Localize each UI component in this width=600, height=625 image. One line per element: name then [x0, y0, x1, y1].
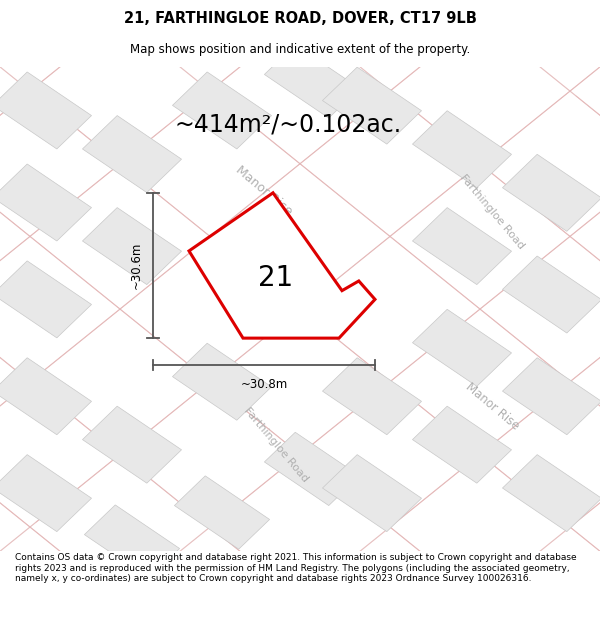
Polygon shape: [502, 454, 600, 532]
Text: Contains OS data © Crown copyright and database right 2021. This information is : Contains OS data © Crown copyright and d…: [15, 553, 577, 583]
Polygon shape: [502, 154, 600, 231]
Polygon shape: [0, 164, 92, 241]
Text: Farthingloe Road: Farthingloe Road: [242, 406, 310, 484]
Text: Map shows position and indicative extent of the property.: Map shows position and indicative extent…: [130, 42, 470, 56]
Polygon shape: [412, 208, 512, 284]
Polygon shape: [412, 406, 512, 483]
Text: 21, FARTHINGLOE ROAD, DOVER, CT17 9LB: 21, FARTHINGLOE ROAD, DOVER, CT17 9LB: [124, 11, 476, 26]
Polygon shape: [172, 343, 272, 420]
Polygon shape: [85, 505, 179, 578]
Polygon shape: [0, 454, 92, 532]
Polygon shape: [322, 357, 422, 435]
Polygon shape: [502, 256, 600, 333]
Polygon shape: [82, 116, 182, 192]
Polygon shape: [322, 67, 422, 144]
Polygon shape: [82, 208, 182, 284]
Polygon shape: [232, 261, 332, 338]
Polygon shape: [189, 192, 375, 338]
Text: ~30.8m: ~30.8m: [241, 378, 287, 391]
Polygon shape: [265, 432, 359, 506]
Text: Manor Rise: Manor Rise: [233, 163, 295, 217]
Polygon shape: [0, 261, 92, 338]
Polygon shape: [0, 72, 92, 149]
Text: 21: 21: [259, 264, 293, 292]
Polygon shape: [502, 357, 600, 435]
Text: ~414m²/~0.102ac.: ~414m²/~0.102ac.: [175, 113, 401, 137]
Polygon shape: [175, 476, 269, 549]
Polygon shape: [412, 111, 512, 188]
Polygon shape: [82, 406, 182, 483]
Polygon shape: [265, 45, 359, 118]
Polygon shape: [322, 454, 422, 532]
Text: Farthingloe Road: Farthingloe Road: [458, 173, 526, 251]
Polygon shape: [0, 357, 92, 435]
Polygon shape: [412, 309, 512, 386]
Polygon shape: [172, 72, 272, 149]
Text: ~30.6m: ~30.6m: [130, 242, 143, 289]
Text: Manor Rise: Manor Rise: [463, 380, 521, 432]
